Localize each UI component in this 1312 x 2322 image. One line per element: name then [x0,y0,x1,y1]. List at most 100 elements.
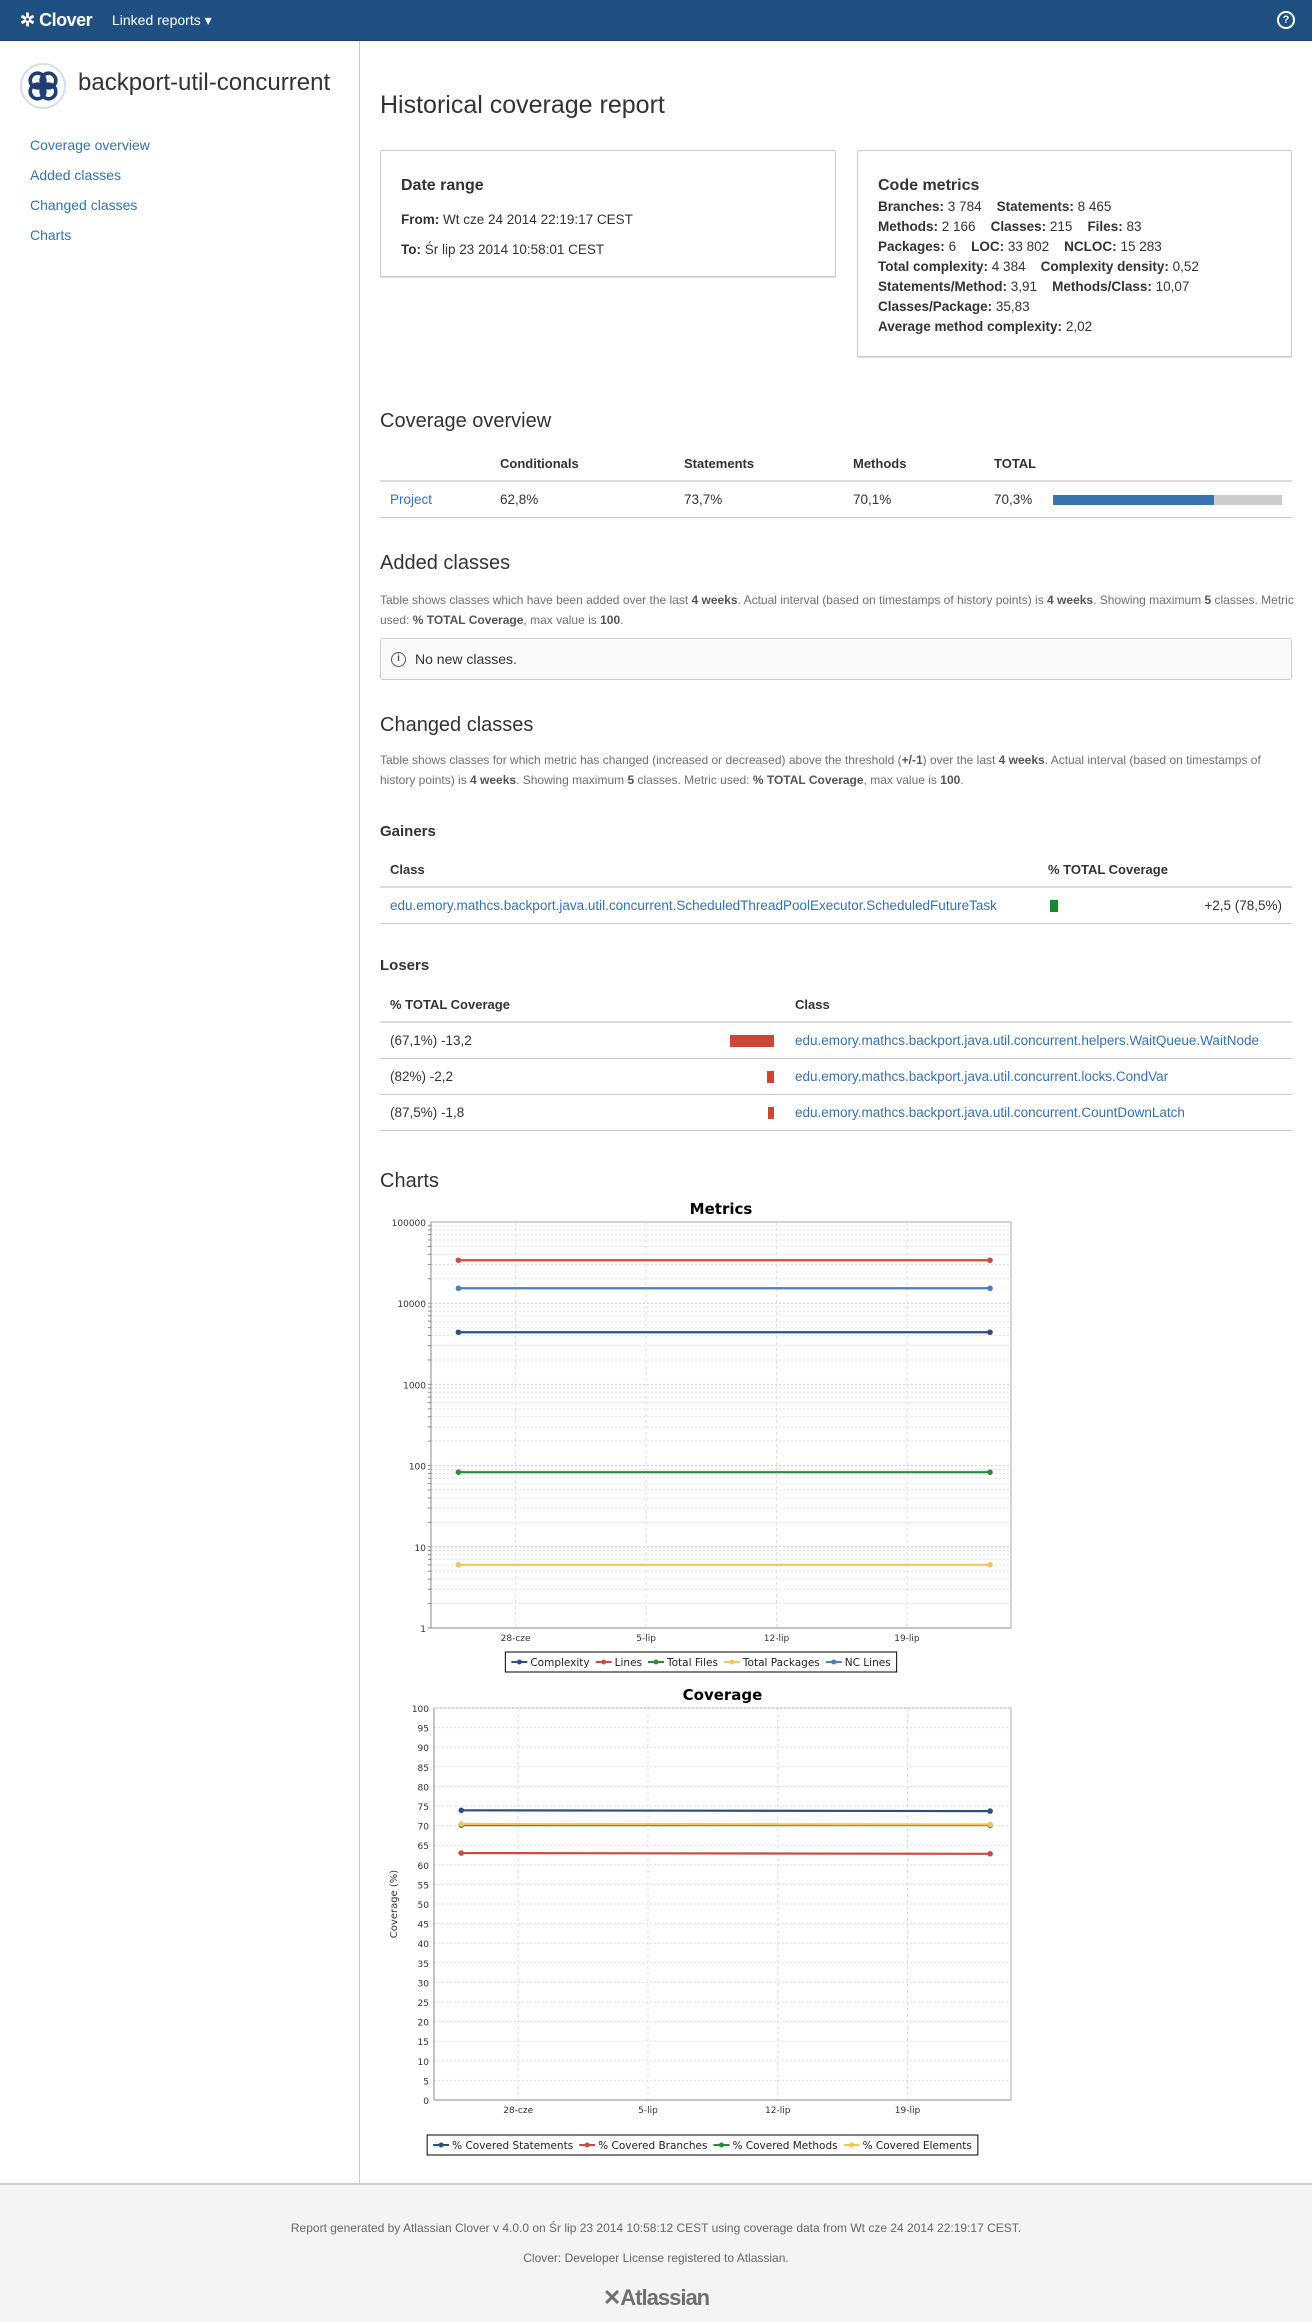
data-point [987,1285,993,1292]
class-link[interactable]: edu.emory.mathcs.backport.java.util.conc… [795,1069,1169,1084]
project-link[interactable]: Project [390,492,433,507]
loss-bar [730,1035,774,1047]
changed-classes-heading: Changed classes [380,714,534,736]
sidebar-item-added-classes[interactable]: Added classes [30,167,122,183]
clover-project-logo-icon [20,63,66,109]
info-icon: i [391,652,406,667]
x-tick-label: 5-lip [638,2106,658,2116]
sidebar-item-coverage-overview[interactable]: Coverage overview [30,137,150,153]
legend-item: % Covered Branches [598,2140,707,2152]
header-class: Class [795,997,830,1012]
date-to: To: Śr lip 23 2014 10:58:01 CEST [401,242,605,257]
legend-marker-dot [653,1659,659,1665]
losers-heading: Losers [380,957,430,974]
legend-item: % Covered Statements [452,2140,573,2152]
footer: Report generated by Atlassian Clover v 4… [0,2183,1312,2322]
sidebar-item-changed-classes[interactable]: Changed classes [30,197,138,213]
charts-heading: Charts [380,1170,439,1192]
statements-value: 73,7% [684,492,723,507]
date-range-title: Date range [401,177,484,194]
header-total: TOTAL [994,456,1037,471]
clover-logo[interactable]: ✲ Clover [20,10,93,30]
chart-title: Metrics [690,1200,753,1218]
metrics-line: Statements/Method: 3,91 Methods/Class: 1… [878,279,1190,294]
legend-marker-dot [516,1659,522,1665]
coverage-change: (67,1%) -13,2 [390,1033,472,1048]
gainers-heading: Gainers [380,823,436,840]
y-tick-label: 95 [418,1725,429,1735]
question-circle-icon[interactable]: ? [1277,11,1295,29]
y-tick-label: 40 [418,1940,430,1950]
added-classes-heading: Added classes [380,552,511,574]
legend-item: % Covered Elements [863,2140,972,2152]
x-tick-label: 12-lip [764,1634,790,1644]
x-tick-label: 28-cze [503,2106,533,2116]
legend-marker-dot [831,1659,837,1665]
loss-bar [768,1107,774,1119]
class-link[interactable]: edu.emory.mathcs.backport.java.util.conc… [795,1105,1185,1120]
y-tick-label: 80 [418,1783,430,1793]
class-link[interactable]: edu.emory.mathcs.backport.java.util.conc… [795,1033,1259,1048]
series-line [461,1809,991,1813]
header-total-coverage: % TOTAL Coverage [1048,862,1168,877]
data-point [987,1821,993,1828]
class-link[interactable]: edu.emory.mathcs.backport.java.util.conc… [390,898,997,913]
brand-label: Clover [39,10,93,30]
header-statements: Statements [684,456,755,471]
legend-marker-dot [584,2142,590,2148]
legend: % Covered Statements % Covered Branches % … [433,2140,972,2152]
y-tick-label: 15 [418,2038,429,2048]
message-text: No new classes. [415,651,517,667]
legend-item: Total Files [666,1657,718,1669]
date-range-panel: Date range From: Wt cze 24 2014 22:19:17… [380,150,836,277]
table-row: Project 62,8% 73,7% 70,1% 70,3% [380,482,1292,518]
y-tick-label: 35 [418,1960,429,1970]
header-class: Class [390,862,425,877]
total-coverage-bar-fill [1053,495,1214,505]
legend-item: NC Lines [845,1657,891,1669]
data-point [458,1850,465,1856]
x-tick-label: 19-lip [895,2106,921,2116]
page-title: Historical coverage report [380,91,665,119]
data-point [455,1285,462,1292]
coverage-overview-heading: Coverage overview [380,410,552,432]
legend-box [426,2134,979,2156]
methods-value: 70,1% [853,492,892,507]
legend-marker-dot [849,2142,855,2148]
legend-marker-dot [718,2142,724,2148]
data-point [987,1562,993,1568]
legend-marker-dot [438,2142,444,2148]
metrics-line: Average method complexity: 2,02 [878,319,1093,334]
atlassian-logo[interactable]: ✕Atlassian [602,2285,710,2310]
code-metrics-panel: Code metrics Branches: 3 784 Statements:… [857,150,1292,357]
y-tick-label: 60 [418,1862,430,1872]
y-tick-label: 75 [418,1803,429,1813]
legend-item: Complexity [530,1657,589,1669]
y-tick-label: 10 [418,2058,430,2068]
sidebar-item-charts[interactable]: Charts [30,227,72,243]
x-tick-label: 28-cze [501,1634,531,1644]
metrics-line: Branches: 3 784 Statements: 8 465 [878,199,1112,214]
coverage-change: (82%) -2,2 [390,1069,454,1084]
y-tick-label: 30 [418,1979,430,1989]
coverage-change: (87,5%) -1,8 [390,1105,465,1120]
y-axis-label: Coverage (%) [389,1870,400,1938]
metrics-line: Packages: 6 LOC: 33 802 NCLOC: 15 283 [878,239,1162,254]
legend-marker-dot [601,1659,607,1665]
y-tick-label: 10 [415,1544,427,1554]
linked-reports-dropdown[interactable]: Linked reports ▾ [112,12,212,28]
code-metrics-title: Code metrics [878,177,980,194]
sidebar: backport-util-concurrent Coverage overvi… [0,41,360,2183]
coverage-change: +2,5 (78,5%) [1204,898,1282,913]
header-conditionals: Conditionals [500,456,579,471]
table-row: (82%) -2,2 edu.emory.mathcs.backport.jav… [380,1059,1292,1095]
metrics-line: Classes/Package: 35,83 [878,299,1030,314]
coverage-overview-table: Conditionals Statements Methods TOTAL Pr… [380,446,1292,518]
loss-bar [766,1071,774,1083]
y-tick-label: 100 [409,1463,426,1473]
y-tick-label: 55 [418,1881,429,1891]
conditionals-value: 62,8% [500,492,539,507]
metrics-line: Total complexity: 4 384 Complexity densi… [878,259,1199,274]
footer-license-text: Clover: Developer License registered to … [523,2251,789,2265]
header-methods: Methods [853,456,907,471]
